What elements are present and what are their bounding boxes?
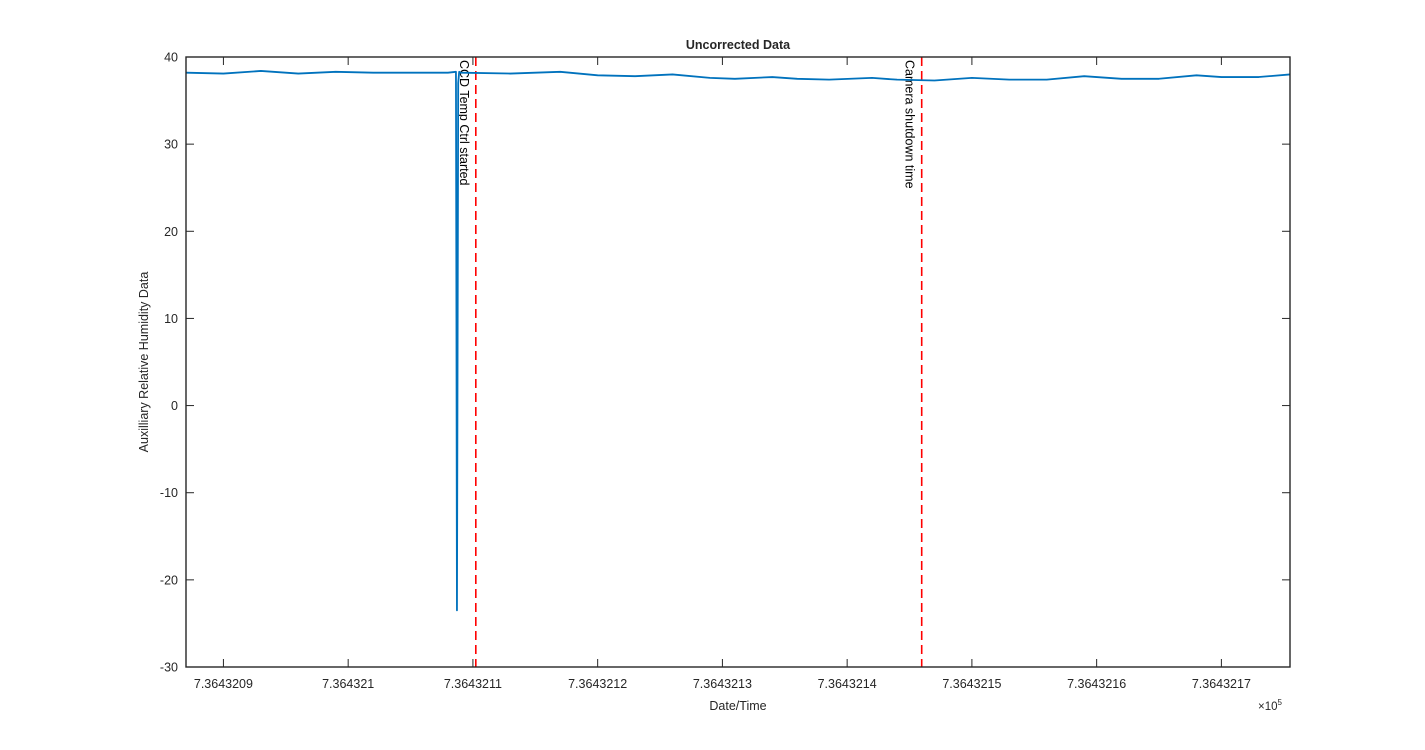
x-exponent-base: ×10 <box>1258 701 1278 713</box>
x-exponent-label: ×105 <box>1258 698 1283 713</box>
x-tick-label: 7.3643209 <box>194 677 253 691</box>
chart-title: Uncorrected Data <box>686 38 791 52</box>
x-tick-label: 7.3643212 <box>568 677 627 691</box>
y-tick-label: 40 <box>164 51 178 65</box>
x-tick-label: 7.3643216 <box>1067 677 1126 691</box>
annotation-label: CCD Temp Ctrl started <box>457 60 471 186</box>
x-tick-label: 7.3643215 <box>942 677 1001 691</box>
y-tick-label: 10 <box>164 312 178 326</box>
y-axis-label: Auxilliary Relative Humidity Data <box>137 272 151 453</box>
y-tick-label: 20 <box>164 225 178 239</box>
axes-box <box>185 56 1291 668</box>
y-tick-label: 0 <box>171 399 178 413</box>
x-axis-label: Date/Time <box>709 699 766 713</box>
y-tick-label: 30 <box>164 138 178 152</box>
annotation-layer: CCD Temp Ctrl started Camera shutdown tim… <box>457 57 923 667</box>
y-tick-label: -30 <box>160 661 178 675</box>
axes-background <box>186 57 1290 667</box>
x-tick-label: 7.3643213 <box>693 677 752 691</box>
x-tick-label: 7.3643217 <box>1192 677 1251 691</box>
x-tick-label: 7.364321 <box>322 677 374 691</box>
tick-layer: 7.3643209 7.364321 7.3643211 7.3643212 7.364… <box>160 51 1290 691</box>
annotation-label: Camera shutdown time <box>903 60 917 189</box>
y-tick-label: -10 <box>160 486 178 500</box>
y-tick-label: -20 <box>160 573 178 587</box>
series-layer <box>185 70 1291 612</box>
series-line <box>185 70 1291 612</box>
x-tick-label: 7.3643211 <box>444 677 502 691</box>
x-exponent-power: 5 <box>1278 698 1283 707</box>
x-tick-label: 7.3643214 <box>818 677 877 691</box>
